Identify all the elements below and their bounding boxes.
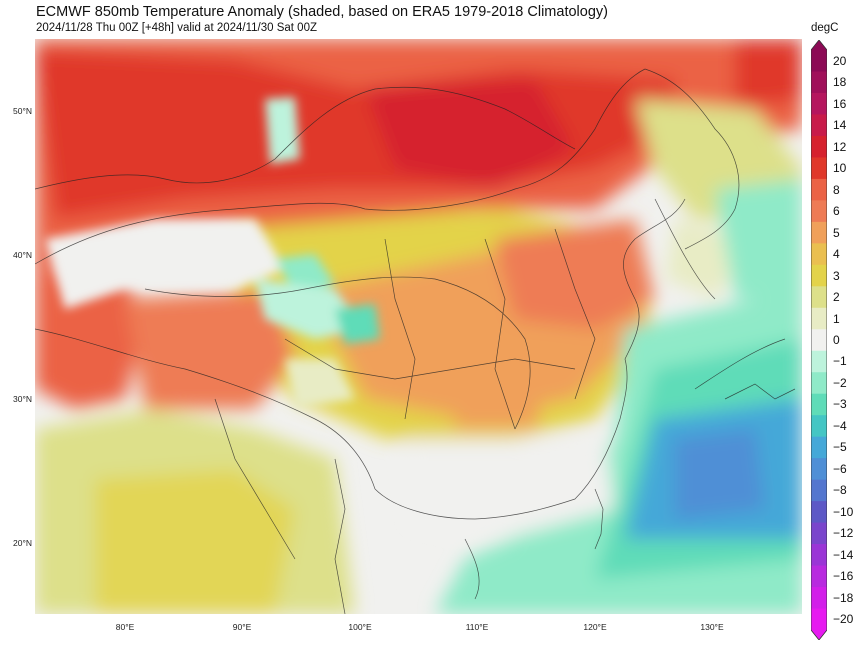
colorbar-label: 20	[833, 53, 847, 68]
lon-label-90e: 90°E	[232, 622, 252, 632]
colorbar-swatch	[811, 522, 827, 545]
colorbar-label: −4	[833, 418, 847, 433]
colorbar-label: 14	[833, 118, 847, 133]
colorbar-label: −18	[833, 590, 854, 605]
lon-label-120e: 120°E	[583, 622, 607, 632]
colorbar-label: 0	[833, 333, 840, 347]
colorbar-label: −3	[833, 397, 847, 412]
colorbar-swatch	[811, 393, 827, 416]
map-subtitle: 2024/11/28 Thu 00Z [+48h] valid at 2024/…	[36, 22, 318, 34]
colorbar-swatch	[811, 608, 827, 640]
lon-label-110e: 110°E	[465, 622, 489, 632]
colorbar-label: 18	[833, 75, 847, 90]
colorbar-swatch	[811, 307, 827, 330]
colorbar-swatch	[811, 40, 827, 72]
colorbar-label: 2	[833, 290, 840, 305]
colorbar-label: −20	[833, 612, 854, 627]
lat-label-50n: 50°N	[13, 106, 32, 116]
colorbar-swatch	[811, 221, 827, 244]
colorbar-label: −6	[833, 461, 847, 476]
colorbar-swatch	[811, 436, 827, 459]
lon-label-80e: 80°E	[115, 622, 135, 632]
colorbar-label: 1	[833, 311, 840, 326]
colorbar-label: −8	[833, 483, 847, 498]
lat-label-40n: 40°N	[13, 250, 32, 260]
lat-label-30n: 30°N	[13, 394, 32, 404]
colorbar-label: 12	[833, 139, 847, 154]
colorbar-swatch	[811, 92, 827, 115]
colorbar-swatch	[811, 135, 827, 158]
colorbar-swatch	[811, 479, 827, 502]
anomaly-map	[35, 39, 802, 614]
colorbar-swatch	[811, 565, 827, 588]
colorbar-swatch	[811, 544, 827, 567]
colorbar-swatch	[811, 264, 827, 287]
colorbar-label: 6	[833, 204, 840, 219]
colorbar-scale	[810, 39, 828, 641]
colorbar-swatch	[811, 71, 827, 94]
colorbar-swatch	[811, 350, 827, 373]
colorbar-swatch	[811, 587, 827, 610]
colorbar-label: 4	[833, 247, 840, 262]
colorbar-label: 3	[833, 268, 840, 283]
colorbar-swatch	[811, 329, 827, 352]
colorbar-label: −12	[833, 526, 854, 541]
colorbar-swatch	[811, 286, 827, 309]
colorbar-swatch	[811, 458, 827, 481]
lon-label-130e: 130°E	[700, 622, 724, 632]
colorbar-label: −2	[833, 375, 847, 390]
colorbar-swatch	[811, 114, 827, 137]
colorbar-swatch	[811, 415, 827, 438]
colorbar-swatch	[811, 243, 827, 266]
colorbar-label: 5	[833, 225, 840, 240]
colorbar-swatch	[811, 501, 827, 524]
colorbar-label: −14	[833, 547, 854, 562]
cool-pockets	[45, 97, 380, 409]
map-canvas	[35, 39, 802, 614]
anomaly-shading	[35, 39, 802, 614]
colorbar-label: 16	[833, 96, 847, 111]
colorbar-label: −1	[833, 354, 847, 369]
colorbar-label: 10	[833, 161, 847, 176]
colorbar	[810, 39, 828, 641]
lat-label-20n: 20°N	[13, 538, 32, 548]
colorbar-swatch	[811, 157, 827, 180]
colorbar-swatch	[811, 372, 827, 395]
colorbar-label: −5	[833, 440, 847, 455]
colorbar-label: −10	[833, 504, 854, 519]
colorbar-swatch	[811, 200, 827, 223]
lon-label-100e: 100°E	[348, 622, 372, 632]
boundary-lines	[35, 68, 796, 614]
colorbar-swatch	[811, 178, 827, 201]
colorbar-label: −16	[833, 569, 854, 584]
colorbar-label: 8	[833, 182, 840, 197]
colorbar-unit: degC	[811, 22, 839, 34]
map-title: ECMWF 850mb Temperature Anomaly (shaded,…	[36, 4, 608, 20]
